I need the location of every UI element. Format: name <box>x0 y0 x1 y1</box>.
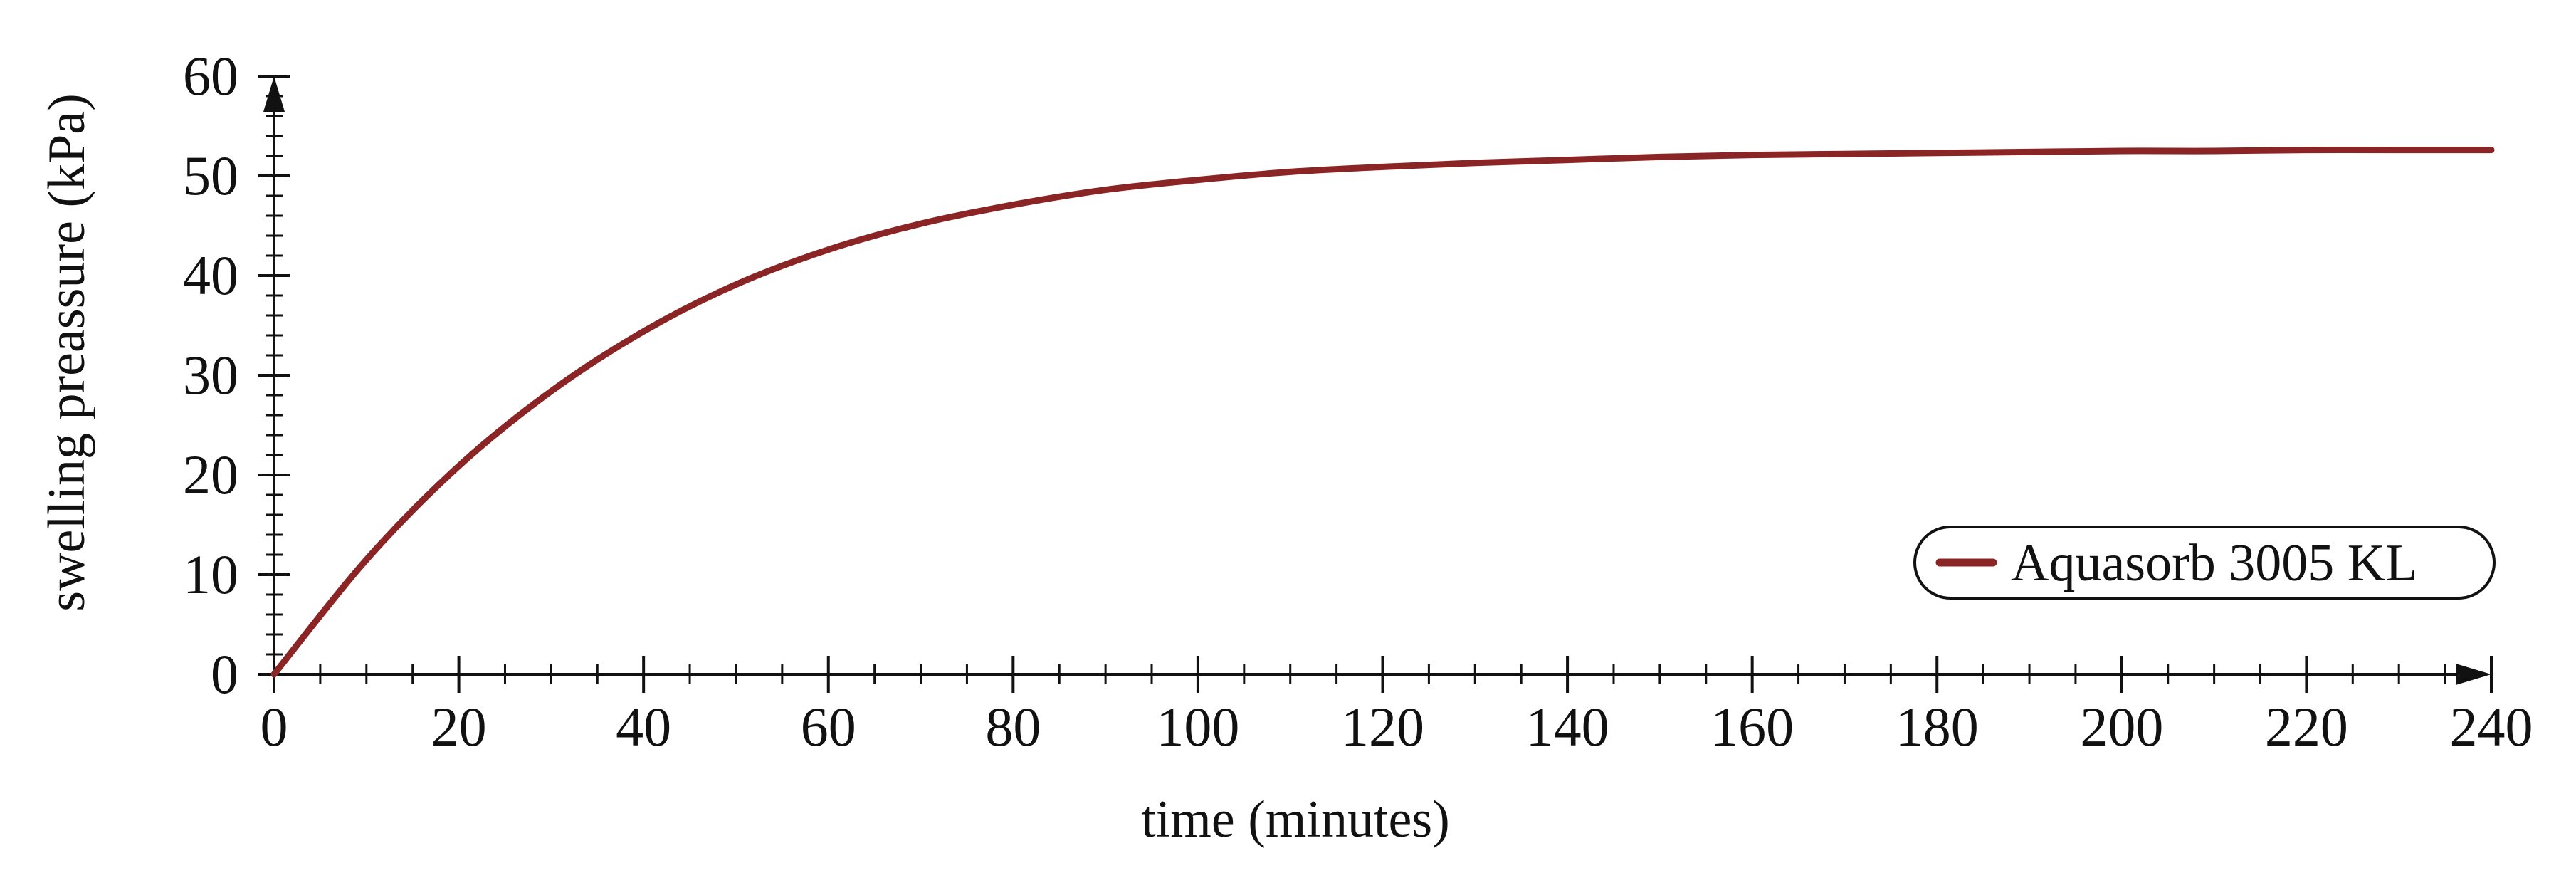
y-axis-arrow <box>263 76 285 112</box>
x-tick-label: 0 <box>261 696 288 758</box>
y-tick-label: 10 <box>183 543 238 605</box>
series <box>270 146 2495 678</box>
tick-labels: 0 20 40 60 80 100 120 140 160 180 200 220 240 0 10 20 30… <box>183 45 2533 758</box>
x-tick-label: 240 <box>2450 696 2533 758</box>
y-tick-label: 0 <box>211 643 238 705</box>
y-tick-label: 30 <box>183 344 238 406</box>
y-axis-title: swelling preassure (kPa) <box>38 93 96 611</box>
y-tick-label: 40 <box>183 244 238 306</box>
series-line-0 <box>270 146 2495 678</box>
legend: Aquasorb 3005 KL <box>1913 526 2496 600</box>
y-tick-label: 20 <box>183 444 238 506</box>
x-tick-label: 20 <box>431 696 487 758</box>
x-tick-label: 160 <box>1710 696 1794 758</box>
x-tick-label: 140 <box>1526 696 1609 758</box>
x-tick-label: 40 <box>616 696 671 758</box>
y-tick-label: 60 <box>183 45 238 107</box>
y-tick-label: 50 <box>183 145 238 207</box>
legend-label: Aquasorb 3005 KL <box>2011 534 2417 592</box>
x-tick-label: 120 <box>1341 696 1424 758</box>
x-axis-title: time (minutes) <box>1141 790 1450 849</box>
legend-box <box>1913 526 2496 600</box>
x-tick-label: 60 <box>801 696 856 758</box>
x-tick-label: 180 <box>1896 696 1979 758</box>
ticks <box>258 75 2493 693</box>
x-tick-label: 220 <box>2265 696 2348 758</box>
x-tick-label: 200 <box>2080 696 2163 758</box>
x-tick-label: 100 <box>1156 696 1239 758</box>
x-axis-arrow <box>2456 664 2491 685</box>
x-tick-label: 80 <box>985 696 1041 758</box>
